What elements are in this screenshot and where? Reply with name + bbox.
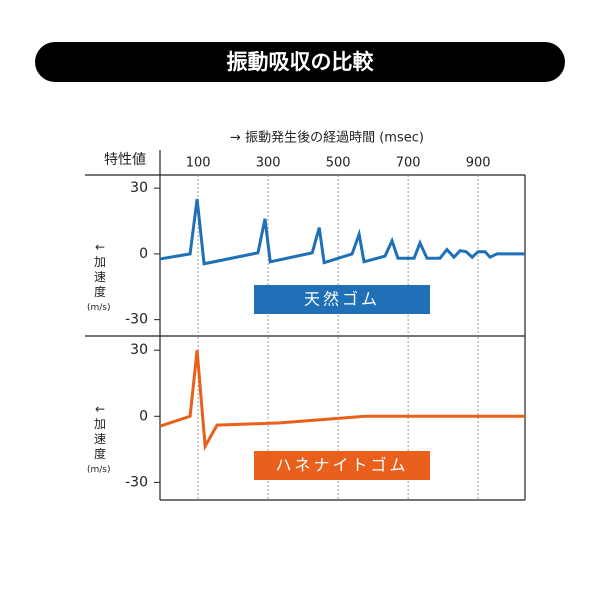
y-tick-label: 0 <box>139 246 148 262</box>
legend-label: 天然ゴム <box>304 290 380 309</box>
legend-box <box>254 285 430 314</box>
x-tick-label: 300 <box>256 156 281 171</box>
y-tick-label: 30 <box>130 342 148 358</box>
line <box>159 198 525 266</box>
x-axis-label: → 振動発生後の経過時間 (msec) <box>230 131 424 146</box>
line <box>159 350 525 452</box>
chart-title: 振動吸収の比較 <box>227 50 375 74</box>
y-axis-label: ←加速度 <box>93 402 106 461</box>
header: 特性値 <box>104 152 146 168</box>
y-tick-label: -30 <box>125 474 148 490</box>
y-tick-label: 30 <box>130 180 148 196</box>
x-tick-label: 700 <box>396 156 421 171</box>
y-axis-unit: (m/s) <box>87 303 111 313</box>
x-tick-label: 500 <box>326 156 351 171</box>
y-tick-label: 0 <box>139 408 148 424</box>
legend-label: ハネナイトゴム <box>275 456 408 475</box>
y-axis-unit: (m/s) <box>87 465 111 475</box>
legend-box <box>254 451 430 480</box>
x-tick-label: 900 <box>466 156 491 171</box>
title-bar <box>35 42 565 82</box>
y-tick-label: -30 <box>125 312 148 328</box>
y-axis-label: ←加速度 <box>93 240 106 299</box>
x-tick-label: 100 <box>186 156 211 171</box>
